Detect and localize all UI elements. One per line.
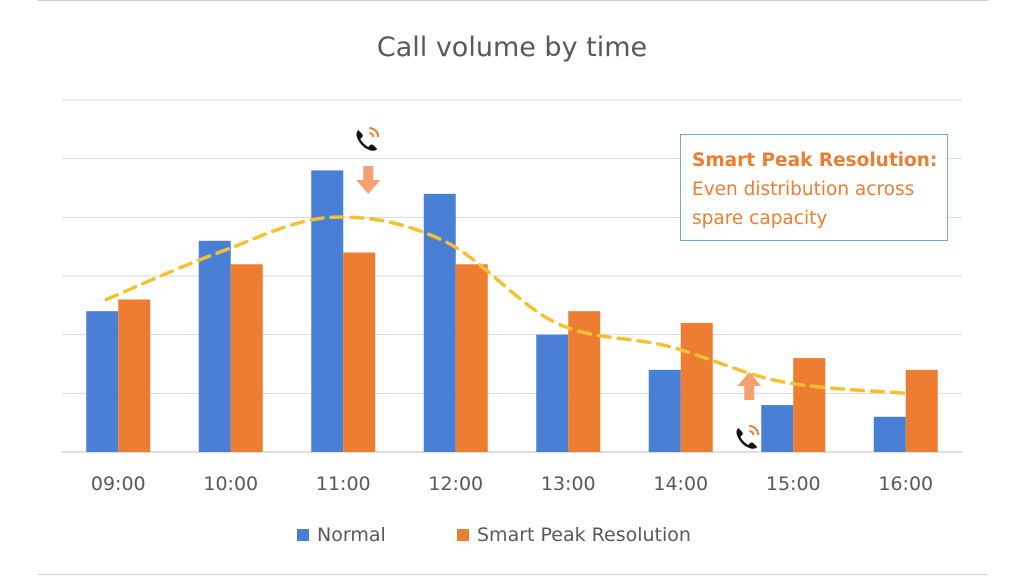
bar-smart-1400 [680, 322, 713, 452]
bar-smart-1200 [455, 264, 488, 452]
bar-normal-1000 [198, 240, 231, 452]
bar-smart-1500 [793, 358, 826, 452]
bar-normal-1300 [536, 334, 569, 452]
callout-line-2: spare capacity [692, 208, 828, 229]
bar-normal-1100 [311, 170, 344, 452]
bar-smart-1300 [568, 311, 601, 452]
trend-line-group [104, 215, 908, 396]
phone-ringing-icon [736, 425, 760, 449]
bar-smart-1000 [230, 264, 263, 452]
trend-line [104, 215, 908, 396]
bar-normal-1200 [423, 193, 456, 452]
x-tick-label: 09:00 [91, 473, 146, 495]
x-tick-label: 12:00 [428, 473, 483, 495]
legend-item-smart: Smart Peak Resolution [457, 524, 691, 546]
annotation-markers [356, 127, 762, 449]
bar-normal-1600 [873, 416, 906, 452]
arrow-down-icon [356, 166, 381, 194]
x-tick-label: 14:00 [653, 473, 708, 495]
x-tick-label: 10:00 [203, 473, 258, 495]
smart-peak-callout: Smart Peak Resolution: Even distribution… [680, 134, 948, 241]
x-tick-label: 16:00 [878, 473, 933, 495]
legend-label-smart: Smart Peak Resolution [477, 524, 691, 546]
top-border [38, 0, 988, 1]
x-tick-label: 11:00 [316, 473, 371, 495]
bar-normal-1500 [761, 405, 794, 452]
callout-line-1: Even distribution across [692, 179, 915, 200]
callout-heading: Smart Peak Resolution: [692, 150, 938, 171]
bar-normal-1400 [648, 369, 681, 452]
phone-ringing-icon [356, 127, 380, 151]
x-tick-labels: 09:00 10:00 11:00 12:00 13:00 14:00 15:00 16:00 [91, 473, 933, 495]
legend: Normal Smart Peak Resolution [0, 524, 1024, 550]
arrow-up-icon [737, 372, 762, 400]
bar-smart-0900 [118, 299, 151, 452]
bar-smart-1600 [905, 369, 938, 452]
bar-smart-1100 [343, 252, 376, 452]
chart-title: Call volume by time [376, 32, 648, 63]
bottom-border [38, 574, 988, 575]
legend-label-normal: Normal [317, 524, 386, 546]
legend-item-normal: Normal [297, 524, 386, 546]
legend-swatch-smart [457, 529, 469, 541]
legend-swatch-normal [297, 529, 309, 541]
x-tick-label: 15:00 [766, 473, 821, 495]
bars [86, 170, 938, 452]
bar-normal-0900 [86, 311, 119, 452]
x-tick-label: 13:00 [541, 473, 596, 495]
